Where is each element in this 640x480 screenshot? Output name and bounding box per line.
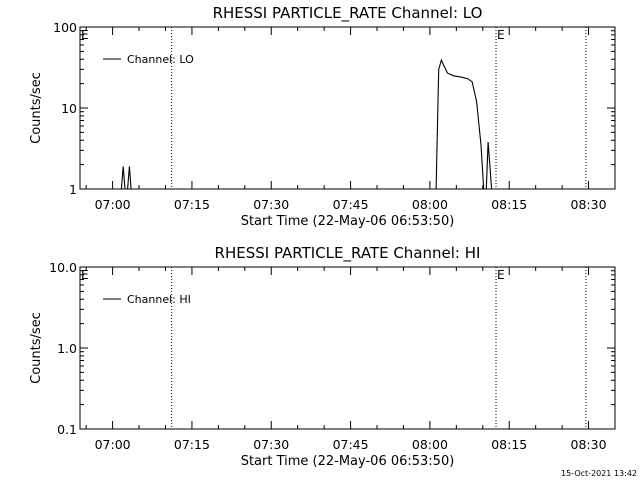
event-marker: E <box>497 268 505 282</box>
timestamp: 15-Oct-2021 13:42 <box>561 469 637 478</box>
y-axis-label: Counts/sec <box>29 72 44 144</box>
x-tick-label: 07:15 <box>174 197 210 212</box>
x-axis-label: Start Time (22-May-06 06:53:50) <box>241 214 455 229</box>
x-tick-label: 08:00 <box>412 437 448 452</box>
y-tick-label: 100 <box>53 20 77 35</box>
x-tick-label: 08:30 <box>571 437 607 452</box>
plot-frame <box>79 26 616 190</box>
x-tick-label: 07:00 <box>95 197 131 212</box>
chart-title: RHESSI PARTICLE_RATE Channel: LO <box>213 4 483 23</box>
y-axis-label: Counts/sec <box>29 312 44 384</box>
x-tick-label: 08:15 <box>491 197 527 212</box>
chart-panel-hi: RHESSI PARTICLE_RATE Channel: HI 07:00 07:… <box>29 244 616 469</box>
series-line <box>120 166 132 190</box>
chart-panel-lo: RHESSI PARTICLE_RATE Channel: LO 07:00 07:… <box>29 4 616 229</box>
x-tick-label: 07:30 <box>253 437 289 452</box>
x-tick-label: 07:45 <box>333 197 369 212</box>
plot-frame <box>79 266 616 430</box>
legend-label: Channel: LO <box>127 53 194 66</box>
x-tick-label: 07:00 <box>95 437 131 452</box>
x-tick-label: 08:00 <box>412 197 448 212</box>
legend-label: Channel: HI <box>127 293 191 306</box>
x-tick-label: 08:15 <box>491 437 527 452</box>
x-tick-label: 08:30 <box>571 197 607 212</box>
y-tick-label: 1.0 <box>57 341 77 356</box>
x-tick-label: 07:15 <box>174 437 210 452</box>
y-tick-label: 0.1 <box>57 422 77 437</box>
event-marker: E <box>497 28 505 42</box>
x-axis-label: Start Time (22-May-06 06:53:50) <box>241 454 455 469</box>
series-line <box>435 58 493 190</box>
event-marker-start: E <box>81 28 89 42</box>
event-marker-start: E <box>81 268 89 282</box>
x-tick-label: 07:30 <box>253 197 289 212</box>
y-tick-label: 10.0 <box>49 260 77 275</box>
y-tick-label: 1 <box>69 182 77 197</box>
y-tick-label: 10 <box>61 101 77 116</box>
x-tick-label: 07:45 <box>333 437 369 452</box>
chart-title: RHESSI PARTICLE_RATE Channel: HI <box>215 244 481 263</box>
